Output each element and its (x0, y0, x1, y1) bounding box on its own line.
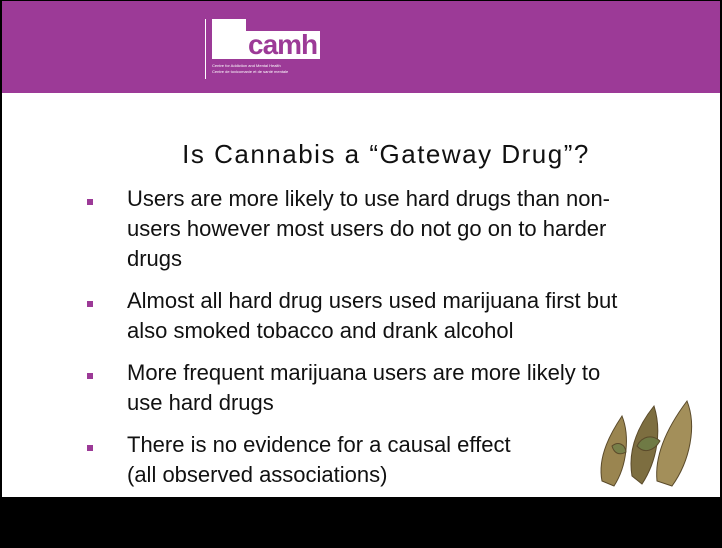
header-band: camh Centre for Addiction and Mental Hea… (2, 1, 720, 93)
bullet-text: use hard drugs (127, 388, 274, 418)
logo-text: camh (245, 31, 320, 59)
bullet-text: There is no evidence for a causal effect (127, 430, 511, 460)
bullet-marker (87, 445, 93, 451)
logo-subtitle: Centre for Addiction and Mental Health (212, 63, 281, 68)
cannabis-image (592, 386, 707, 491)
bullet-text: More frequent marijuana users are more l… (127, 358, 600, 388)
bullet-text: users however most users do not go on to… (127, 214, 606, 244)
logo: camh Centre for Addiction and Mental Hea… (205, 19, 340, 79)
bullet-marker (87, 199, 93, 205)
slide-title: Is Cannabis a “Gateway Drug”? (2, 139, 720, 170)
footer-band (2, 497, 720, 547)
slide: camh Centre for Addiction and Mental Hea… (0, 0, 722, 548)
logo-divider (205, 19, 206, 79)
bullet-marker (87, 373, 93, 379)
bullet-text: Users are more likely to use hard drugs … (127, 184, 610, 214)
bullet-text: also smoked tobacco and drank alcohol (127, 316, 513, 346)
bullet-text: drugs (127, 244, 182, 274)
bullet-text: Almost all hard drug users used marijuan… (127, 286, 617, 316)
logo-box (212, 19, 246, 59)
bullet-text: (all observed associations) (127, 460, 387, 490)
logo-subtitle: Centre de toxicomanie et de santé mental… (212, 69, 288, 74)
bullet-marker (87, 301, 93, 307)
